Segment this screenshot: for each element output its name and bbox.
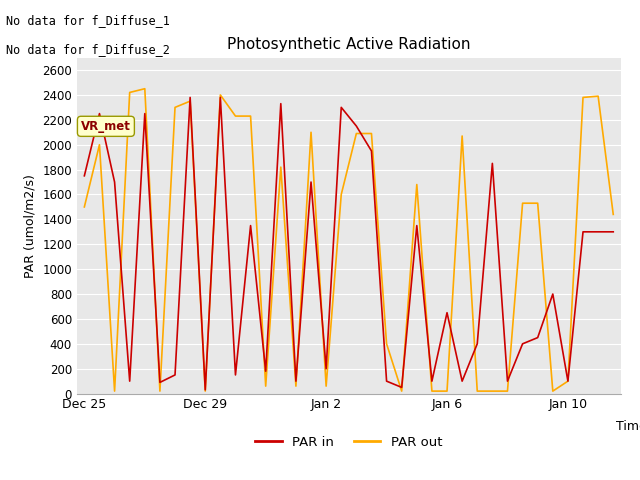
Y-axis label: PAR (umol/m2/s): PAR (umol/m2/s) [24, 174, 36, 277]
X-axis label: Time: Time [616, 420, 640, 433]
Text: No data for f_Diffuse_2: No data for f_Diffuse_2 [6, 43, 170, 56]
Legend: PAR in, PAR out: PAR in, PAR out [250, 431, 447, 454]
Text: VR_met: VR_met [81, 120, 131, 133]
Text: No data for f_Diffuse_1: No data for f_Diffuse_1 [6, 14, 170, 27]
Title: Photosynthetic Active Radiation: Photosynthetic Active Radiation [227, 37, 470, 52]
